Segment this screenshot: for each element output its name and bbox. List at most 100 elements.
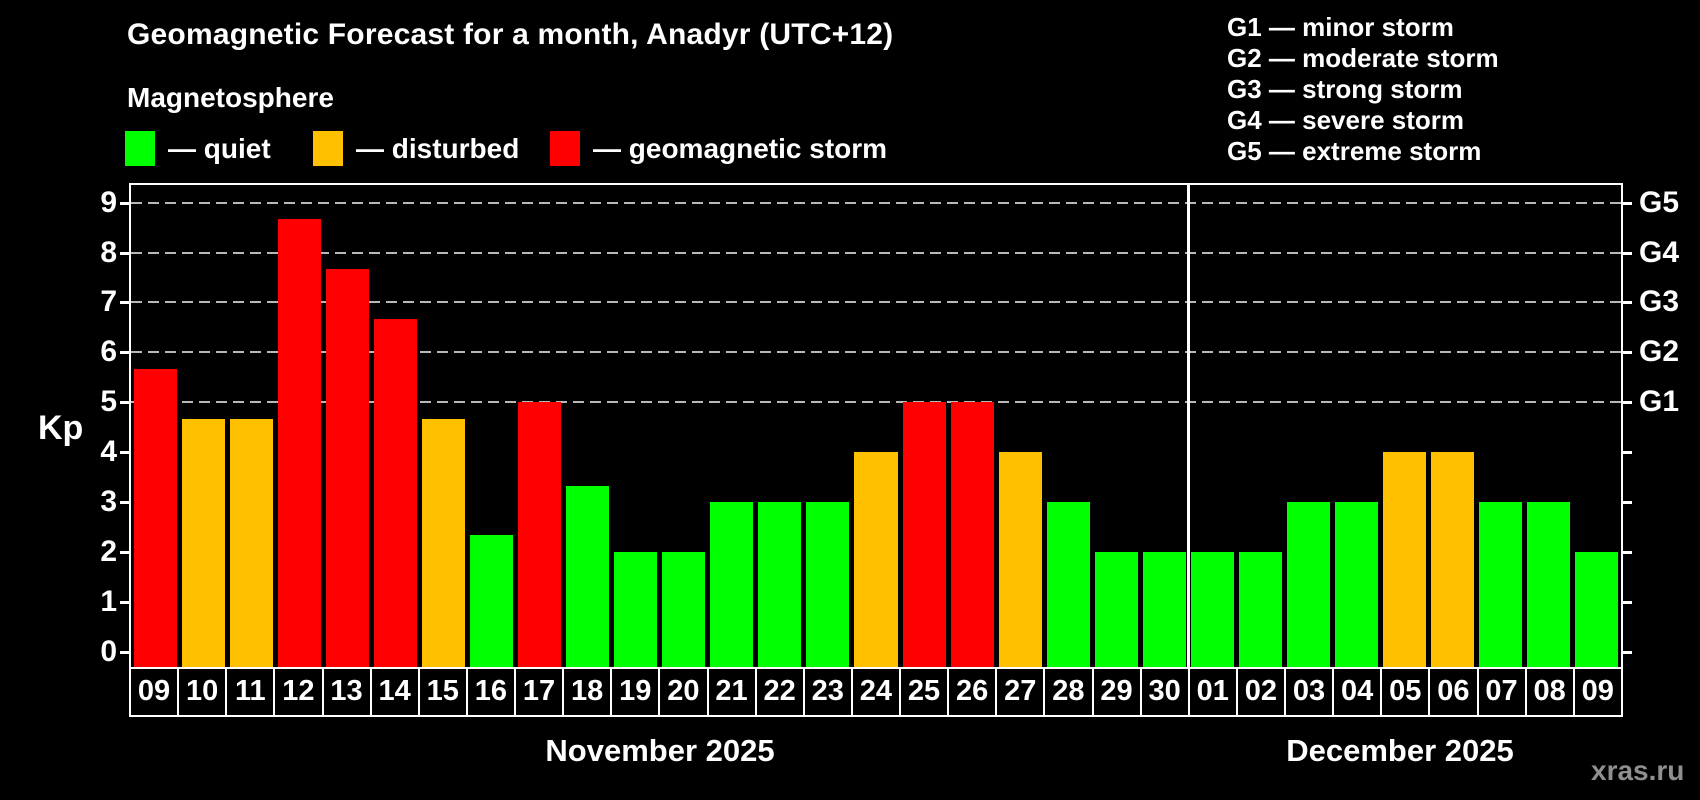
kp-bar-chart-plot-area: G1 G2 G3 G4 G5 0 1 2 3 4 5 6 7 8 9 [100, 183, 1679, 668]
kp-bar [1383, 452, 1427, 667]
kp-bar [1335, 502, 1379, 667]
g-levels-legend: G1 — minor storm G2 — moderate storm G3 … [1227, 12, 1499, 167]
legend-item-storm: — geomagnetic storm [550, 130, 887, 167]
g4-legend-line: G4 — severe storm [1227, 105, 1465, 135]
date-cell: 21 [706, 667, 757, 717]
kp-bar [1479, 502, 1523, 667]
y-axis-label: Kp [38, 409, 84, 447]
date-cell: 04 [1332, 667, 1383, 717]
g5-legend-line: G5 — extreme storm [1227, 136, 1482, 166]
kp-bar [1190, 551, 1234, 667]
legend-item-label: — quiet [168, 133, 271, 164]
kp-axis-tick-left [120, 251, 129, 255]
kp-bar [421, 418, 465, 667]
quiet-color-swatch [125, 131, 155, 166]
kp-tick-label: 5 [100, 385, 117, 419]
kp-axis-tick-right [1623, 301, 1632, 305]
kp-tick-label: 3 [100, 485, 117, 518]
date-cell: 23 [802, 667, 853, 717]
month-divider-line [1186, 185, 1190, 667]
date-cell: 09 [129, 667, 180, 717]
date-cell: 12 [273, 667, 324, 717]
date-cell: 19 [610, 667, 661, 717]
kp-bar [902, 402, 946, 667]
kp-axis-tick-left [120, 650, 129, 654]
kp-bar [1287, 502, 1331, 667]
kp-axis-tick-left [120, 501, 129, 504]
kp-bar [229, 418, 273, 667]
kp-bar [662, 551, 706, 667]
kp-bar [566, 485, 610, 667]
kp-bar [277, 219, 321, 667]
g-level-label-g4: G4 [1639, 235, 1680, 269]
kp-axis-tick-right [1623, 201, 1632, 205]
date-cell: 29 [1091, 667, 1142, 717]
kp-bar [1431, 452, 1475, 667]
date-cell: 02 [1235, 667, 1286, 717]
date-cell: 13 [321, 667, 372, 717]
kp-axis-tick-left [120, 351, 129, 355]
date-cell: 24 [850, 667, 901, 717]
kp-bar [133, 368, 177, 667]
kp-tick-label: 2 [100, 534, 117, 568]
kp-tick-label: 8 [100, 235, 117, 269]
date-cell: 10 [177, 667, 228, 717]
gridline-g5 [131, 201, 1621, 204]
g-level-label-g5: G5 [1639, 185, 1680, 219]
kp-bar [373, 318, 417, 667]
kp-bar [950, 402, 994, 667]
date-cell: 03 [1284, 667, 1335, 717]
legend-item-label: — geomagnetic storm [593, 133, 888, 164]
date-cell: 08 [1524, 667, 1575, 717]
kp-tick-label: 9 [100, 185, 117, 219]
kp-bar [1094, 551, 1138, 667]
kp-bar [1046, 502, 1090, 667]
kp-tick-label: 0 [100, 634, 117, 668]
date-cell: 07 [1476, 667, 1527, 717]
kp-bar [614, 551, 658, 667]
gridline-g2 [131, 351, 1621, 354]
g3-legend-line: G3 — strong storm [1227, 74, 1463, 104]
kp-axis-tick-right [1623, 650, 1632, 654]
page-title: Geomagnetic Forecast for a month, Anadyr… [127, 18, 894, 51]
kp-tick-label: 7 [100, 285, 117, 319]
kp-bar [1238, 551, 1283, 667]
date-cell: 22 [754, 667, 805, 717]
storm-color-swatch [550, 131, 580, 166]
kp-bar [1575, 551, 1619, 667]
kp-axis-tick-right [1623, 351, 1632, 355]
kp-bar [998, 452, 1042, 667]
date-cell: 05 [1380, 667, 1431, 717]
legend-title: Magnetosphere [127, 82, 334, 113]
kp-axis-tick-right [1623, 251, 1632, 255]
kp-axis-tick-right [1623, 600, 1632, 604]
date-cell: 28 [1043, 667, 1094, 717]
date-cell: 30 [1139, 667, 1190, 717]
date-cell: 26 [947, 667, 998, 717]
kp-axis-tick-left [120, 600, 129, 604]
date-cell: 17 [514, 667, 565, 717]
gridline-g1 [131, 401, 1621, 404]
date-cell: 18 [562, 667, 613, 717]
g-level-label-g1: G1 [1639, 385, 1680, 419]
legend-item-quiet: — quiet [125, 130, 271, 167]
kp-axis-tick-right [1623, 550, 1632, 554]
kp-bar [518, 402, 562, 667]
kp-bar [469, 535, 513, 667]
disturbed-color-swatch [313, 131, 343, 166]
kp-axis-tick-left [120, 201, 129, 205]
kp-bar [854, 452, 898, 667]
kp-bar [1527, 502, 1571, 667]
date-cell: 01 [1187, 667, 1238, 717]
kp-axis-tick-left [120, 550, 129, 554]
g1-legend-line: G1 — minor storm [1227, 12, 1454, 42]
g2-legend-line: G2 — moderate storm [1227, 43, 1499, 73]
date-cell: 06 [1428, 667, 1479, 717]
kp-tick-label: 6 [100, 335, 117, 369]
kp-bar [181, 418, 225, 667]
kp-bar [1142, 551, 1186, 667]
kp-axis-tick-left [120, 451, 129, 455]
date-cell: 09 [1572, 667, 1623, 717]
kp-axis-tick-left [120, 401, 129, 405]
kp-axis-tick-left [120, 301, 129, 305]
